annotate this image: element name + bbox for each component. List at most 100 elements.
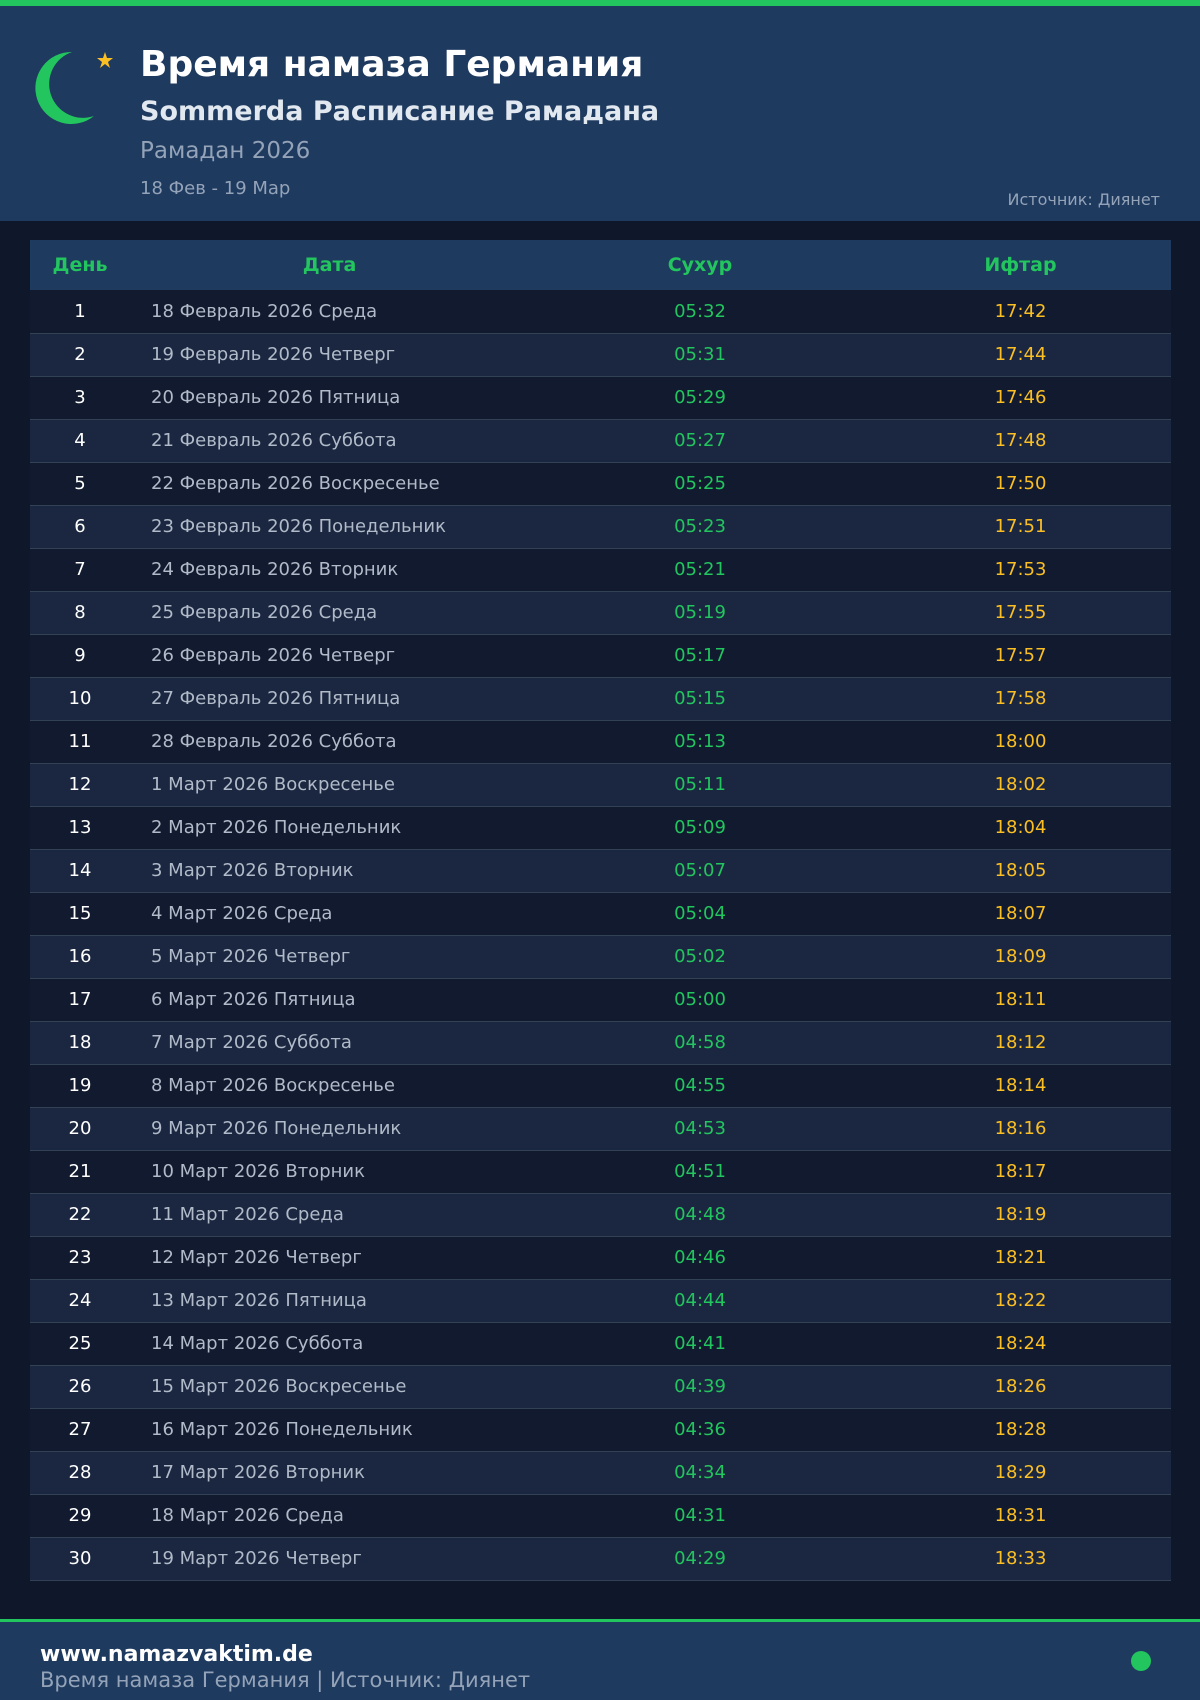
day-cell: 9: [30, 634, 130, 678]
day-cell: 17: [30, 978, 130, 1022]
row: 19 8 Март 2026 Воскресенье 04:55 18:14: [30, 1064, 1171, 1108]
suhur-cell: 04:34: [530, 1451, 870, 1495]
date-cell: 1 Март 2026 Воскресенье: [130, 763, 530, 807]
suhur-cell: 04:36: [530, 1408, 870, 1452]
iftar-cell: 18:26: [870, 1365, 1171, 1409]
row: 13 2 Март 2026 Понедельник 05:09 18:04: [30, 806, 1171, 850]
date-cell: 26 Февраль 2026 Четверг: [130, 634, 530, 678]
row: 16 5 Март 2026 Четверг 05:02 18:09: [30, 935, 1171, 979]
day-cell: 20: [30, 1107, 130, 1151]
day-cell: 30: [30, 1537, 130, 1581]
day-cell: 18: [30, 1021, 130, 1065]
day-cell: 6: [30, 505, 130, 549]
day-cell: 26: [30, 1365, 130, 1409]
day-cell: 19: [30, 1064, 130, 1108]
iftar-cell: 18:02: [870, 763, 1171, 807]
iftar-cell: 17:57: [870, 634, 1171, 678]
suhur-cell: 04:29: [530, 1537, 870, 1581]
iftar-cell: 17:44: [870, 333, 1171, 377]
suhur-cell: 04:44: [530, 1279, 870, 1323]
title: Время намаза Германия: [140, 44, 644, 85]
row: 14 3 Март 2026 Вторник 05:07 18:05: [30, 849, 1171, 893]
date-cell: 21 Февраль 2026 Суббота: [130, 419, 530, 463]
suhur-cell: 05:23: [530, 505, 870, 549]
row: 17 6 Март 2026 Пятница 05:00 18:11: [30, 978, 1171, 1022]
row: 27 16 Март 2026 Понедельник 04:36 18:28: [30, 1408, 1171, 1452]
day-cell: 7: [30, 548, 130, 592]
date-cell: 25 Февраль 2026 Среда: [130, 591, 530, 635]
row: 29 18 Март 2026 Среда 04:31 18:31: [30, 1494, 1171, 1538]
row: 11 28 Февраль 2026 Суббота 05:13 18:00: [30, 720, 1171, 764]
iftar-cell: 17:53: [870, 548, 1171, 592]
suhur-cell: 05:00: [530, 978, 870, 1022]
iftar-cell: 18:11: [870, 978, 1171, 1022]
date-cell: 10 Март 2026 Вторник: [130, 1150, 530, 1194]
date-cell: 18 Март 2026 Среда: [130, 1494, 530, 1538]
row: 6 23 Февраль 2026 Понедельник 05:23 17:51: [30, 505, 1171, 549]
row: 21 10 Март 2026 Вторник 04:51 18:17: [30, 1150, 1171, 1194]
date-cell: 12 Март 2026 Четверг: [130, 1236, 530, 1280]
period: Рамадан 2026: [140, 138, 311, 164]
iftar-cell: 18:00: [870, 720, 1171, 764]
row: 2 19 Февраль 2026 Четверг 05:31 17:44: [30, 333, 1171, 377]
date-cell: 4 Март 2026 Среда: [130, 892, 530, 936]
site-link[interactable]: www.namazvaktim.de: [40, 1642, 313, 1667]
row: 22 11 Март 2026 Среда 04:48 18:19: [30, 1193, 1171, 1237]
row: 15 4 Март 2026 Среда 05:04 18:07: [30, 892, 1171, 936]
row: 9 26 Февраль 2026 Четверг 05:17 17:57: [30, 634, 1171, 678]
iftar-cell: 18:22: [870, 1279, 1171, 1323]
date-cell: 6 Март 2026 Пятница: [130, 978, 530, 1022]
suhur-cell: 05:15: [530, 677, 870, 721]
row: 24 13 Март 2026 Пятница 04:44 18:22: [30, 1279, 1171, 1323]
iftar-cell: 17:42: [870, 290, 1171, 334]
row: 20 9 Март 2026 Понедельник 04:53 18:16: [30, 1107, 1171, 1151]
date-cell: 8 Март 2026 Воскресенье: [130, 1064, 530, 1108]
day-cell: 12: [30, 763, 130, 807]
day-cell: 15: [30, 892, 130, 936]
suhur-cell: 05:25: [530, 462, 870, 506]
day-cell: 13: [30, 806, 130, 850]
date-cell: 19 Февраль 2026 Четверг: [130, 333, 530, 377]
day-cell: 3: [30, 376, 130, 420]
day-cell: 21: [30, 1150, 130, 1194]
iftar-cell: 18:28: [870, 1408, 1171, 1452]
date-cell: 16 Март 2026 Понедельник: [130, 1408, 530, 1452]
row: 3 20 Февраль 2026 Пятница 05:29 17:46: [30, 376, 1171, 420]
suhur-cell: 05:17: [530, 634, 870, 678]
iftar-cell: 17:46: [870, 376, 1171, 420]
footer: www.namazvaktim.de Время намаза Германия…: [0, 1619, 1200, 1700]
iftar-cell: 17:58: [870, 677, 1171, 721]
date-cell: 23 Февраль 2026 Понедельник: [130, 505, 530, 549]
iftar-cell: 18:09: [870, 935, 1171, 979]
suhur-cell: 04:53: [530, 1107, 870, 1151]
iftar-cell: 17:48: [870, 419, 1171, 463]
day-cell: 25: [30, 1322, 130, 1366]
day-cell: 29: [30, 1494, 130, 1538]
day-cell: 28: [30, 1451, 130, 1495]
suhur-cell: 04:39: [530, 1365, 870, 1409]
suhur-cell: 05:04: [530, 892, 870, 936]
timetable: День Дата Сухур Ифтар 1 18 Февраль 2026 Сред…: [30, 240, 1171, 1581]
day-cell: 4: [30, 419, 130, 463]
iftar-cell: 18:04: [870, 806, 1171, 850]
date-cell: 11 Март 2026 Среда: [130, 1193, 530, 1237]
header-row: День Дата Сухур Ифтар: [30, 240, 1171, 290]
footer-text: Время намаза Германия | Источник: Диянет: [40, 1668, 531, 1692]
date-cell: 7 Март 2026 Суббота: [130, 1021, 530, 1065]
column-header: Ифтар: [870, 240, 1171, 290]
suhur-cell: 04:46: [530, 1236, 870, 1280]
date-cell: 19 Март 2026 Четверг: [130, 1537, 530, 1581]
iftar-cell: 18:33: [870, 1537, 1171, 1581]
iftar-cell: 17:51: [870, 505, 1171, 549]
row: 8 25 Февраль 2026 Среда 05:19 17:55: [30, 591, 1171, 635]
day-cell: 16: [30, 935, 130, 979]
day-cell: 5: [30, 462, 130, 506]
day-cell: 22: [30, 1193, 130, 1237]
row: 28 17 Март 2026 Вторник 04:34 18:29: [30, 1451, 1171, 1495]
date-cell: 3 Март 2026 Вторник: [130, 849, 530, 893]
date-cell: 28 Февраль 2026 Суббота: [130, 720, 530, 764]
suhur-cell: 05:13: [530, 720, 870, 764]
day-cell: 11: [30, 720, 130, 764]
row: 25 14 Март 2026 Суббота 04:41 18:24: [30, 1322, 1171, 1366]
